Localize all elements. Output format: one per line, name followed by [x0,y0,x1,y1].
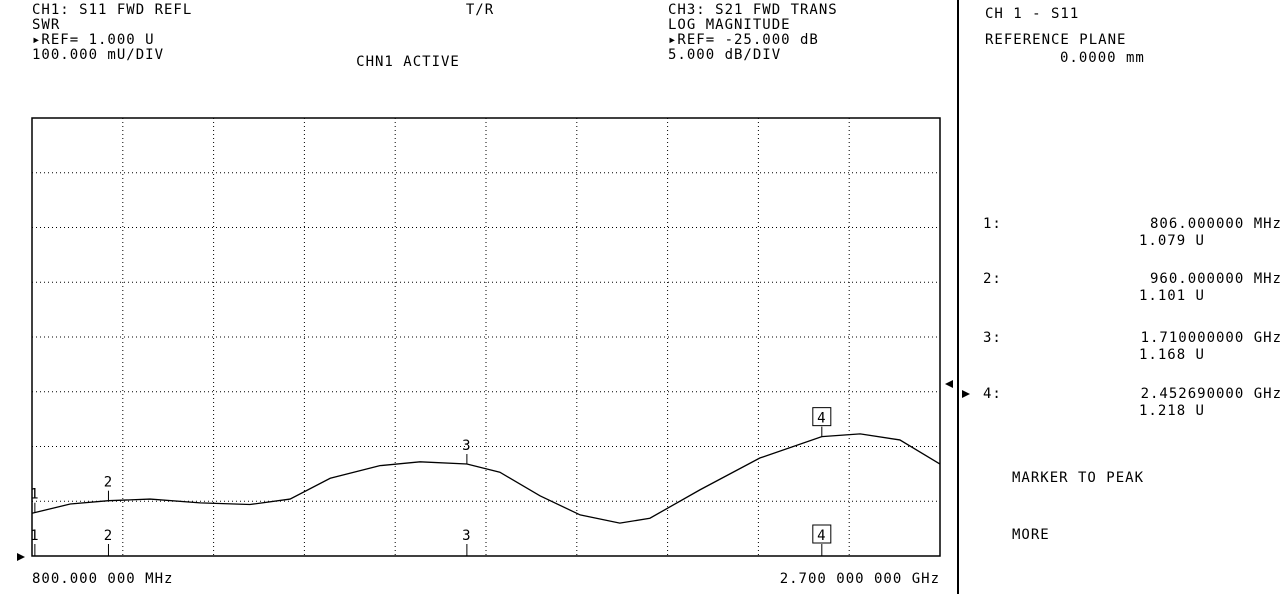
marker-reading: 1.218 U [1139,403,1205,419]
ch3-scale: 5.000 dB/DIV [668,47,781,63]
tr-label: T/R [466,2,494,18]
trace [31,433,941,524]
panel-title: CH 1 - S11 [985,6,1079,22]
panel-value: 0.0000 mm [1060,50,1145,66]
marker-frequency: 960.000000 MHz [1150,271,1282,287]
active-marker-pointer [962,390,970,398]
stimulus-label: 4 [817,528,826,544]
marker-reading: 1.168 U [1139,347,1205,363]
start-freq: 800.000 000 MHz [32,571,173,587]
stimulus-label: 3 [462,528,471,544]
ch1-ref: ▸REF= 1.000 U [32,32,155,48]
softkey[interactable]: MARKER TO PEAK [1012,470,1144,486]
marker-reading: 1.101 U [1139,288,1205,304]
ch1-title: CH1: S11 FWD REFL [32,2,192,18]
marker-number: 1: [983,216,1002,232]
stop-freq: 2.700 000 000 GHz [780,571,940,587]
ref-pointer [945,380,953,388]
marker-frequency: 2.452690000 GHz [1141,386,1282,402]
marker-reading: 1.079 U [1139,233,1205,249]
softkey[interactable]: MORE [1012,527,1050,543]
ref-pointer [17,553,25,561]
marker-box [812,524,832,544]
active-channel: CHN1 ACTIVE [356,54,460,70]
stimulus-label: 2 [104,528,113,544]
stimulus-label: 1 [30,528,39,544]
marker-label: 3 [462,438,471,454]
marker-label: 1 [30,487,39,503]
ch3-ref: ▸REF= -25.000 dB [668,32,819,48]
ch3-title: CH3: S21 FWD TRANS [668,2,838,18]
panel-subtitle: REFERENCE PLANE [985,32,1126,48]
marker-label: 4 [817,411,826,427]
marker-frequency: 806.000000 MHz [1150,216,1282,232]
ch1-format: SWR [32,17,60,33]
ch1-scale: 100.000 mU/DIV [32,47,164,63]
marker-number: 4: [983,386,1002,402]
marker-label: 2 [104,475,113,491]
marker-frequency: 1.710000000 GHz [1141,330,1282,346]
ch3-format: LOG MAGNITUDE [668,17,791,33]
marker-box [812,407,832,427]
marker-number: 2: [983,271,1002,287]
marker-number: 3: [983,330,1002,346]
